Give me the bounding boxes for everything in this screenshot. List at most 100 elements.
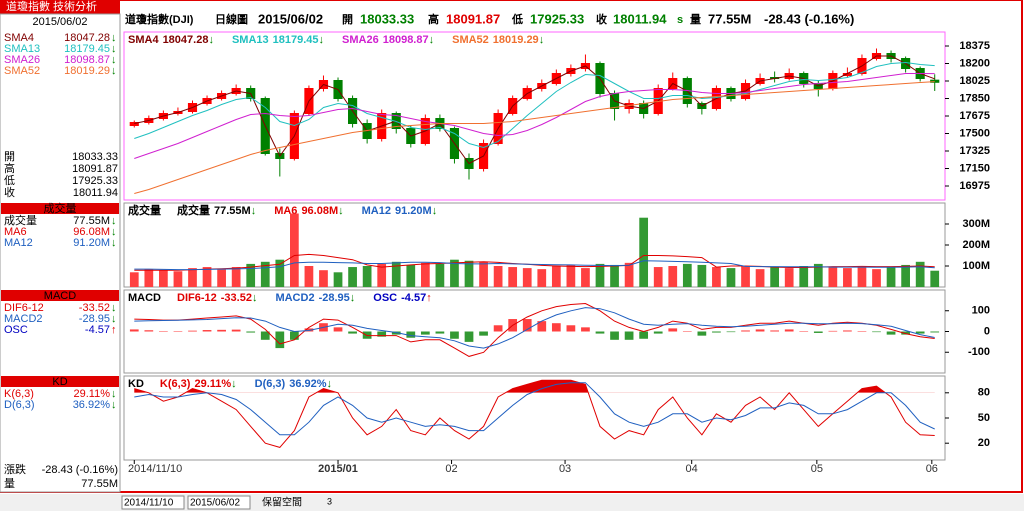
y-tick-label: 18200	[959, 57, 990, 69]
volume-bar	[479, 261, 488, 287]
header-date: 2015/06/02	[258, 11, 323, 26]
start-date[interactable]: 2014/11/10	[124, 498, 174, 509]
side-field-label: 開	[4, 150, 15, 163]
side-series-name: OSC	[4, 324, 28, 336]
x-tick-label: 02	[445, 463, 457, 475]
tab-title[interactable]: 道瓊指數 技術分析	[6, 0, 97, 13]
side-series-name: SMA13	[4, 43, 40, 55]
legend-name: DIF6-12	[177, 292, 217, 304]
osc-bar	[799, 331, 809, 332]
volume-bar	[712, 267, 721, 287]
osc-bar	[391, 331, 401, 335]
side-series-latest: 29.11%	[74, 388, 111, 400]
volume-bar	[522, 268, 532, 287]
osc-bar	[290, 331, 299, 340]
reserve-value[interactable]: 3	[327, 496, 332, 506]
y-tick-label: 17675	[959, 110, 990, 122]
y-tick-label: -100	[968, 346, 990, 358]
osc-bar	[188, 330, 197, 332]
osc-bar	[639, 331, 649, 339]
volume-bar	[726, 268, 736, 287]
osc-bar	[857, 331, 867, 332]
side-section-title: MACD	[44, 290, 76, 302]
volume-bar	[202, 267, 212, 287]
volume-bar	[566, 264, 576, 287]
osc-bar	[275, 331, 285, 349]
osc-bar	[304, 328, 314, 332]
side-series-arrow: ↓	[111, 388, 117, 400]
legend-arrow: ↓	[208, 34, 214, 46]
legend-name: SMA13	[232, 34, 269, 46]
header-volume: 77.55M	[708, 11, 751, 26]
start-select[interactable]	[121, 495, 185, 510]
volume-bar	[144, 269, 154, 287]
side-series-latest: -33.52	[79, 302, 110, 314]
side-series-name: MA12	[4, 237, 33, 249]
volume-bar	[930, 270, 940, 287]
side-field-value: 17925.33	[72, 175, 118, 187]
legend-arrow: ↓	[231, 378, 237, 390]
osc-bar	[246, 331, 256, 333]
osc-bar	[886, 331, 896, 335]
volume-bar	[508, 267, 518, 287]
legend-arrow: ↓	[327, 378, 333, 390]
osc-bar	[493, 325, 503, 332]
side-date: 2015/06/02	[32, 16, 87, 28]
osc-bar	[915, 331, 925, 334]
side-section-header	[1, 290, 119, 301]
side-series-name: 成交量	[4, 213, 37, 227]
side-series-arrow: ↓	[111, 237, 117, 249]
side-section-header	[1, 203, 119, 214]
sma-line	[134, 73, 935, 159]
volume-bar	[493, 266, 503, 287]
legend-name: K(6,3)	[160, 378, 191, 390]
osc-bar	[595, 331, 605, 334]
osc-bar	[784, 329, 794, 332]
side-field-value: 18091.87	[72, 163, 118, 175]
osc-bar	[377, 331, 387, 337]
legend-value: 77.55M	[214, 205, 251, 217]
volume-bar	[668, 266, 678, 287]
side-field-label: 高	[4, 161, 15, 175]
volume-bar	[581, 268, 590, 287]
volume-ma-line	[134, 260, 935, 271]
legend-value: 18047.28	[163, 34, 209, 46]
side-series-name: MA6	[4, 226, 27, 238]
osc-bar	[435, 331, 445, 334]
osc-bar	[624, 331, 634, 340]
osc-bar	[813, 331, 823, 333]
volume-bar	[813, 263, 823, 287]
side-change: -28.43 (-0.16%)	[42, 464, 118, 476]
legend-name: 成交量	[177, 203, 210, 217]
bottom-bar	[0, 494, 1024, 511]
volume-bar	[872, 269, 881, 287]
osc-bar	[479, 331, 488, 336]
legend-title: KD	[128, 378, 144, 390]
osc-bar	[464, 331, 474, 342]
y-tick-label: 50	[978, 412, 990, 424]
end-date[interactable]: 2015/06/02	[190, 498, 240, 509]
reserve-label: 保留空間	[262, 496, 302, 509]
y-tick-label: 18375	[959, 40, 990, 52]
legend-value: -4.57	[401, 292, 426, 304]
header-field-label: 收	[596, 12, 607, 26]
end-select[interactable]	[187, 495, 251, 510]
header-volume-label: 量	[690, 13, 701, 26]
x-tick-label: 04	[686, 463, 698, 475]
side-series-arrow: ↓	[111, 226, 117, 238]
legend-arrow: ↓	[429, 34, 435, 46]
volume-bar	[741, 266, 750, 287]
side-series-latest: 91.20M	[73, 237, 110, 249]
volume-bar	[348, 267, 357, 287]
side-series-latest: 96.08M	[73, 226, 110, 238]
side-section-title: 成交量	[44, 201, 77, 215]
osc-bar	[450, 331, 459, 339]
legend-name: SMA4	[128, 34, 159, 46]
osc-bar	[144, 330, 154, 332]
kd-line	[134, 379, 935, 448]
x-tick-label: 2015/01	[318, 463, 358, 475]
tab[interactable]	[0, 0, 120, 14]
osc-bar	[726, 331, 736, 333]
osc-bar	[930, 331, 940, 333]
legend-arrow: ↑	[426, 292, 432, 304]
